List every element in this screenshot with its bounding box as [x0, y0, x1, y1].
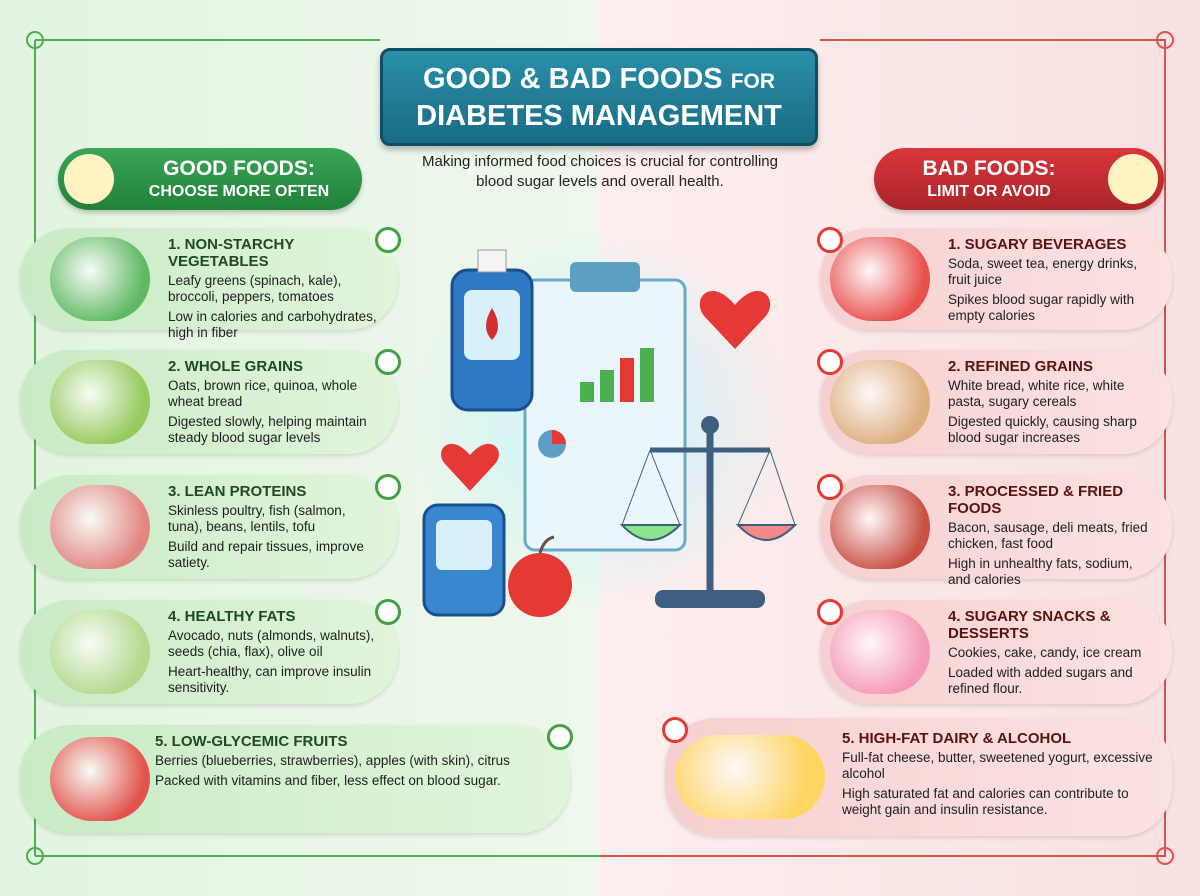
- item-description: White bread, white rice, white pasta, su…: [948, 378, 1125, 409]
- item-description: Bacon, sausage, deli meats, fried chicke…: [948, 520, 1148, 551]
- item-title: 2. REFINED GRAINS: [948, 358, 1094, 375]
- bad-card: 3. PROCESSED & FRIED FOODS Bacon, sausage…: [820, 475, 1172, 587]
- item-benefit: Digested slowly, helping maintain steady…: [168, 414, 367, 445]
- card-text: 1. SUGARY BEVERAGES Soda, sweet tea, ener…: [948, 236, 1154, 328]
- title-connector: FOR: [730, 70, 776, 93]
- item-description: Soda, sweet tea, energy drinks, fruit ju…: [948, 256, 1138, 287]
- item-title: 5. LOW-GLYCEMIC FRUITS: [155, 733, 348, 750]
- good-card: 1. NON-STARCHY VEGETABLES Leafy greens (s…: [20, 228, 398, 340]
- bad-subheading: LIMIT OR AVOID: [927, 183, 1051, 200]
- item-description: Oats, brown rice, quinoa, whole wheat br…: [168, 378, 358, 409]
- item-title: 4. HEALTHY FATS: [168, 608, 296, 625]
- item-benefit: Low in calories and carbohydrates, high …: [168, 309, 377, 340]
- card-text: 5. LOW-GLYCEMIC FRUITS Berries (blueberri…: [155, 733, 552, 793]
- card-text: 4. SUGARY SNACKS & DESSERTS Cookies, cake…: [948, 608, 1154, 701]
- good-heading: GOOD FOODS:: [163, 157, 315, 180]
- food-illustration: [675, 735, 825, 819]
- good-card: 2. WHOLE GRAINS Oats, brown rice, quinoa,…: [20, 350, 398, 454]
- check-badge: [547, 724, 573, 750]
- subtitle: Making informed food choices is crucial …: [422, 153, 778, 190]
- food-illustration: [830, 360, 930, 444]
- thumbs-up-icon: [64, 154, 114, 204]
- check-badge: [375, 599, 401, 625]
- cross-badge: [817, 227, 843, 253]
- item-benefit: High saturated fat and calories can cont…: [842, 786, 1129, 817]
- food-illustration: [50, 485, 150, 569]
- cross-badge: [817, 599, 843, 625]
- check-badge: [375, 227, 401, 253]
- food-illustration: [830, 237, 930, 321]
- item-description: Leafy greens (spinach, kale), broccoli, …: [168, 273, 342, 304]
- item-benefit: Heart-healthy, can improve insulin sensi…: [168, 664, 372, 695]
- card-text: 5. HIGH-FAT DAIRY & ALCOHOL Full-fat chee…: [842, 730, 1154, 822]
- item-description: Full-fat cheese, butter, sweetened yogur…: [842, 750, 1153, 781]
- good-heading-pill: GOOD FOODS: CHOOSE MORE OFTEN: [58, 148, 362, 210]
- item-title: 2. WHOLE GRAINS: [168, 358, 304, 375]
- food-illustration: [50, 360, 150, 444]
- item-description: Berries (blueberries, strawberries), app…: [155, 753, 510, 768]
- food-illustration: [830, 485, 930, 569]
- title-main: GOOD & BAD FOODS: [422, 63, 723, 95]
- item-benefit: Build and repair tissues, improve satiet…: [168, 539, 364, 570]
- card-text: 3. LEAN PROTEINS Skinless poultry, fish (…: [168, 483, 380, 575]
- item-benefit: Loaded with added sugars and refined flo…: [948, 665, 1133, 696]
- check-badge: [375, 474, 401, 500]
- card-text: 2. WHOLE GRAINS Oats, brown rice, quinoa,…: [168, 358, 380, 450]
- food-illustration: [50, 610, 150, 694]
- bad-card: 5. HIGH-FAT DAIRY & ALCOHOL Full-fat chee…: [665, 718, 1172, 836]
- item-benefit: Digested quickly, causing sharp blood su…: [948, 414, 1137, 445]
- good-card: 4. HEALTHY FATS Avocado, nuts (almonds, w…: [20, 600, 398, 704]
- title-banner: GOOD & BAD FOODS FOR DIABETES MANAGEMENT: [380, 48, 818, 146]
- good-card: 3. LEAN PROTEINS Skinless poultry, fish (…: [20, 475, 398, 579]
- cross-badge: [817, 349, 843, 375]
- card-text: 1. NON-STARCHY VEGETABLES Leafy greens (s…: [168, 236, 380, 345]
- item-description: Avocado, nuts (almonds, walnuts), seeds …: [168, 628, 375, 659]
- item-description: Skinless poultry, fish (salmon, tuna), b…: [168, 503, 346, 534]
- card-text: 4. HEALTHY FATS Avocado, nuts (almonds, w…: [168, 608, 380, 700]
- item-title: 1. SUGARY BEVERAGES: [948, 236, 1127, 253]
- item-title: 4. SUGARY SNACKS & DESSERTS: [948, 608, 1111, 642]
- card-text: 3. PROCESSED & FRIED FOODS Bacon, sausage…: [948, 483, 1154, 592]
- item-title: 1. NON-STARCHY VEGETABLES: [168, 236, 295, 270]
- bad-card: 4. SUGARY SNACKS & DESSERTS Cookies, cake…: [820, 600, 1172, 704]
- bad-card: 1. SUGARY BEVERAGES Soda, sweet tea, ener…: [820, 228, 1172, 330]
- food-illustration: [830, 610, 930, 694]
- item-description: Cookies, cake, candy, ice cream: [948, 645, 1142, 660]
- item-benefit: Spikes blood sugar rapidly with empty ca…: [948, 292, 1135, 323]
- card-text: 2. REFINED GRAINS White bread, white rice…: [948, 358, 1154, 450]
- bad-heading: BAD FOODS:: [922, 157, 1056, 180]
- good-subheading: CHOOSE MORE OFTEN: [148, 183, 330, 200]
- item-title: 3. PROCESSED & FRIED FOODS: [948, 483, 1124, 517]
- item-title: 5. HIGH-FAT DAIRY & ALCOHOL: [842, 730, 1072, 747]
- cross-badge: [662, 717, 688, 743]
- item-benefit: High in unhealthy fats, sodium, and calo…: [948, 556, 1133, 587]
- bad-heading-pill: BAD FOODS: LIMIT OR AVOID: [874, 148, 1164, 210]
- title-line-2: DIABETES MANAGEMENT: [416, 100, 782, 132]
- item-benefit: Packed with vitamins and fiber, less eff…: [155, 773, 501, 788]
- thumbs-down-icon: [1108, 154, 1158, 204]
- good-card: 5. LOW-GLYCEMIC FRUITS Berries (blueberri…: [20, 725, 570, 833]
- title-line-1: GOOD & BAD FOODS FOR: [383, 63, 815, 96]
- bad-card: 2. REFINED GRAINS White bread, white rice…: [820, 350, 1172, 454]
- cross-badge: [817, 474, 843, 500]
- food-illustration: [50, 237, 150, 321]
- food-illustration: [50, 737, 150, 821]
- check-badge: [375, 349, 401, 375]
- item-title: 3. LEAN PROTEINS: [168, 483, 307, 500]
